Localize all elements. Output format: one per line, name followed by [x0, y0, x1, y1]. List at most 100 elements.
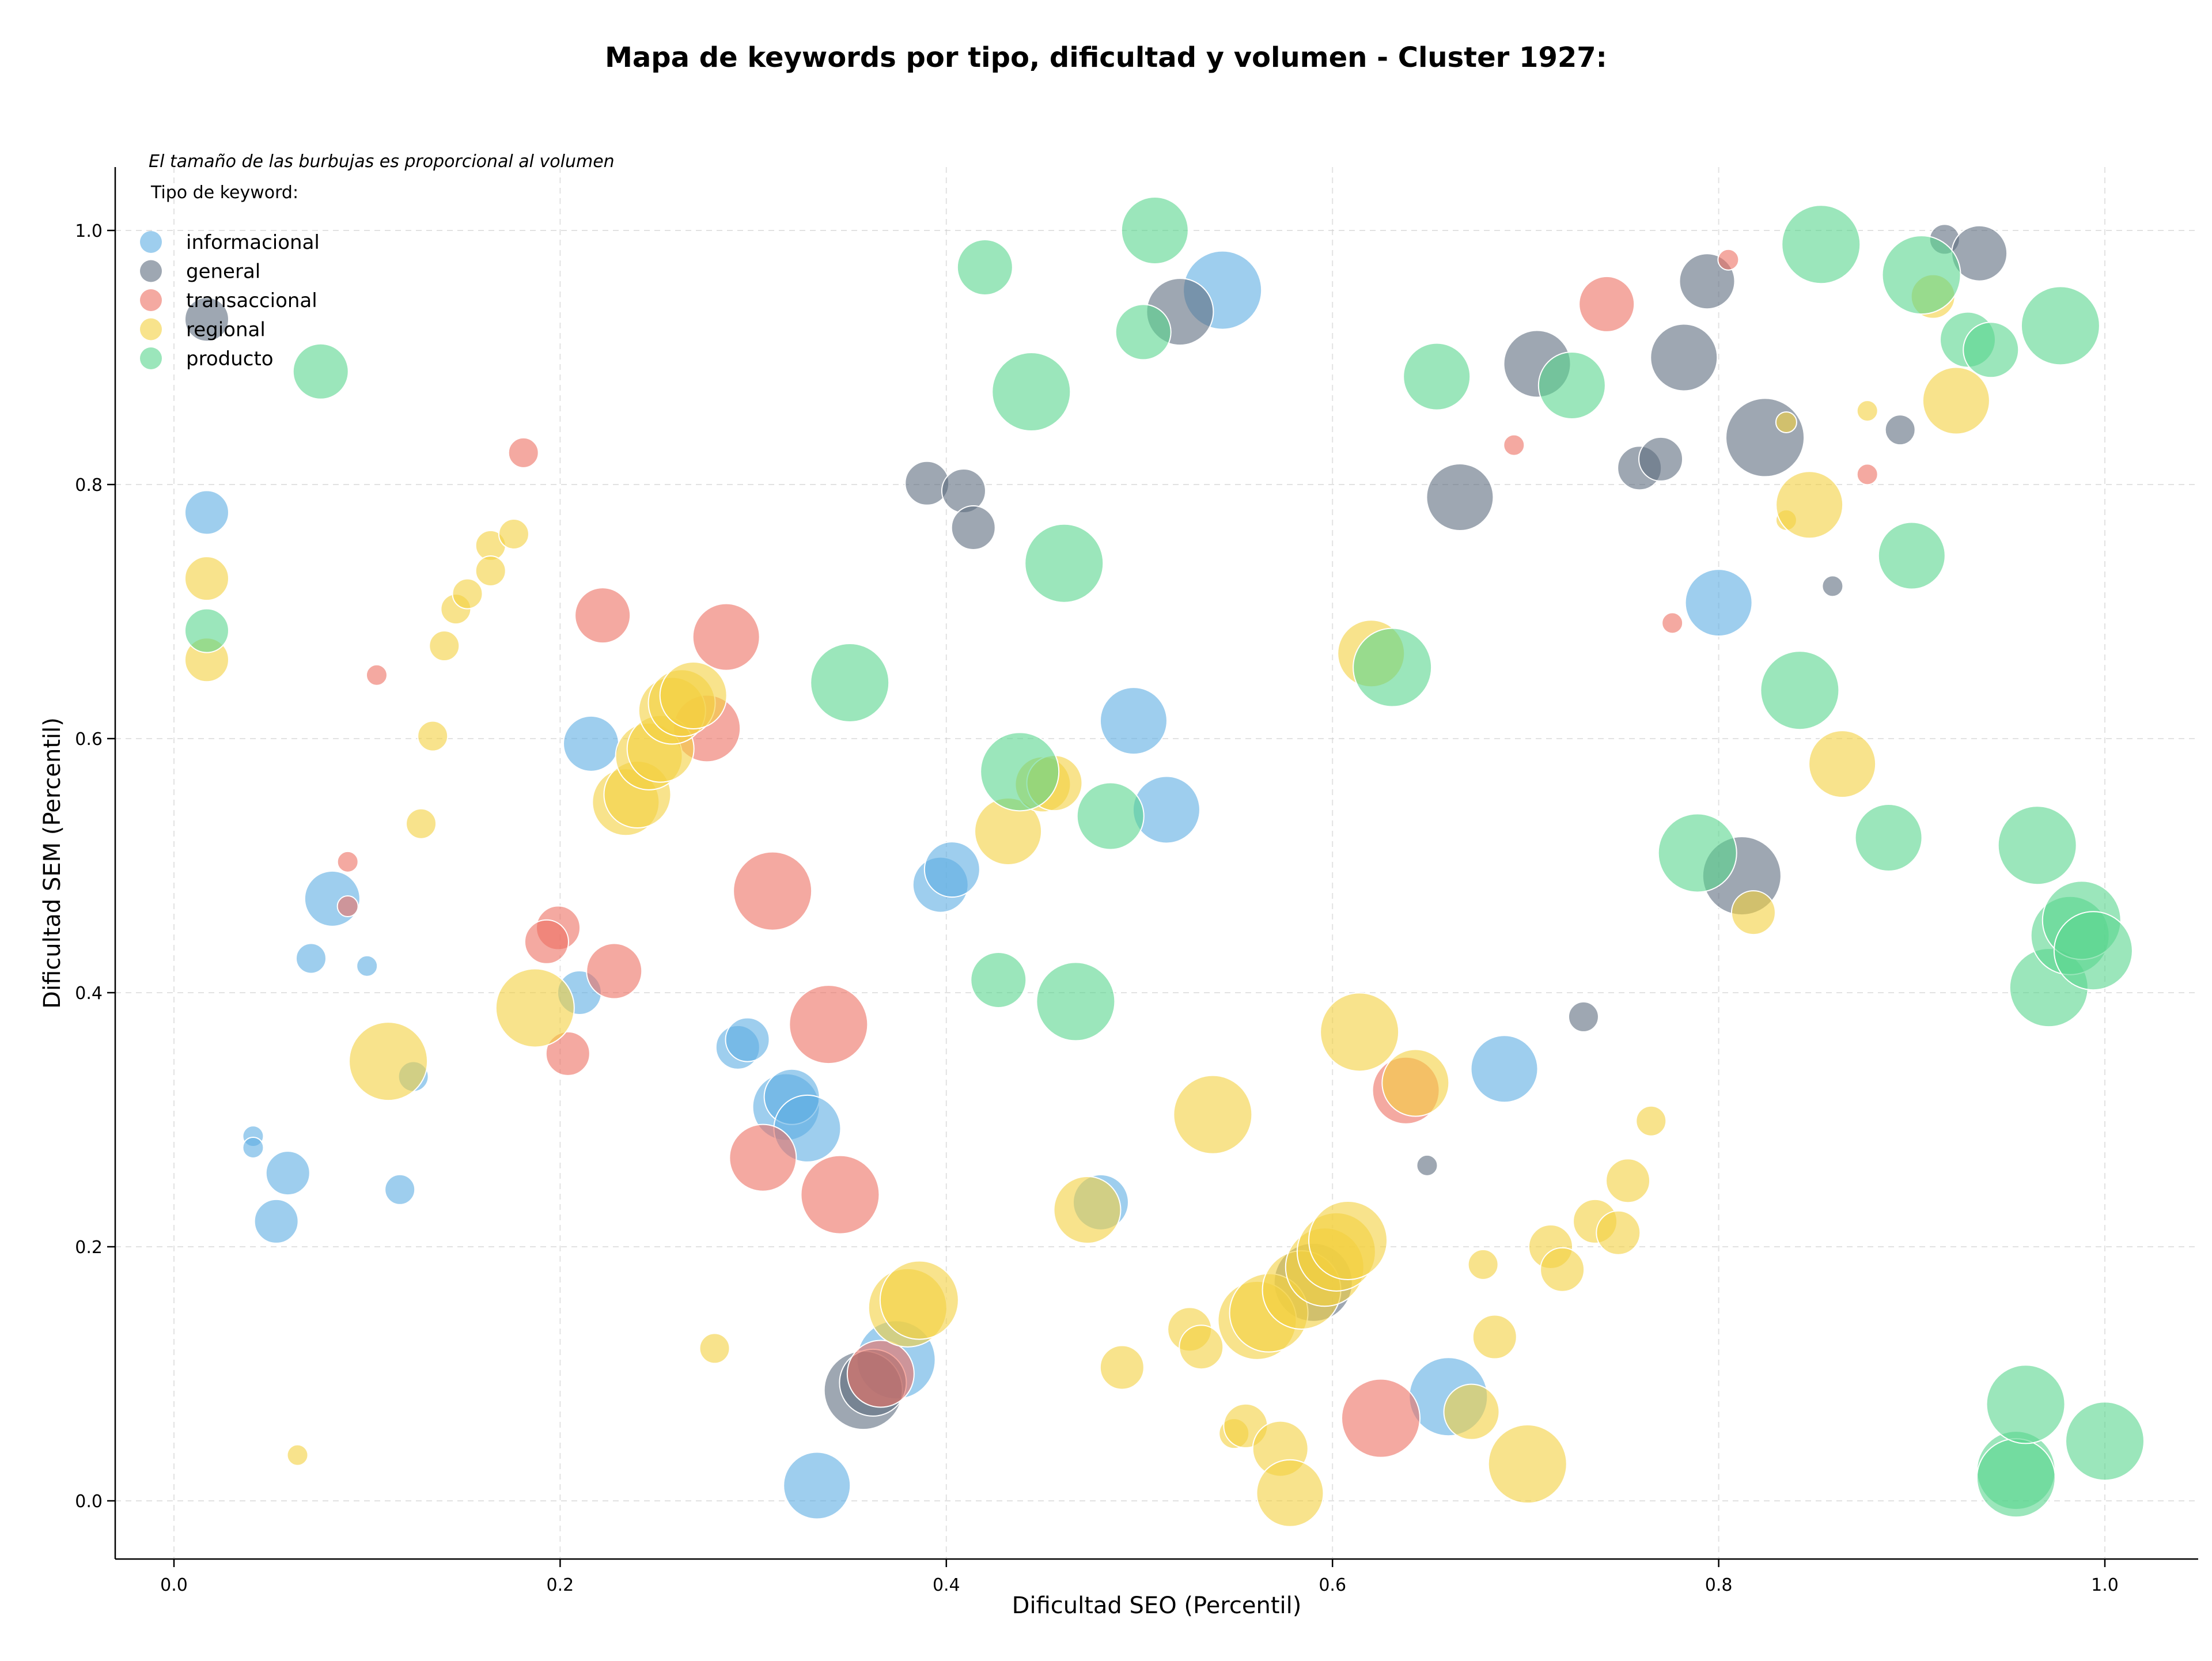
regional-bubble — [1775, 471, 1844, 539]
regional-bubble — [1308, 1200, 1388, 1280]
producto-bubble — [1854, 803, 1923, 872]
producto-bubble — [1076, 782, 1145, 850]
informacional-bubble — [184, 490, 229, 535]
regional-bubble — [417, 720, 449, 752]
x-tick-label: 0.0 — [160, 1575, 188, 1595]
regional-bubble — [452, 578, 483, 610]
x-axis-label: Dificultad SEO (Percentil) — [1012, 1592, 1302, 1619]
producto-bubble — [1115, 304, 1172, 361]
regional-bubble — [475, 555, 506, 587]
general-bubble — [904, 460, 950, 506]
regional-bubble — [1472, 1314, 1517, 1360]
legend-label-transaccional: transaccional — [186, 289, 317, 312]
regional-bubble — [184, 556, 229, 601]
y-tick-label: 0.0 — [75, 1492, 103, 1512]
producto-bubble — [1537, 351, 1606, 420]
general-bubble — [1416, 1154, 1438, 1176]
informacional-bubble — [563, 715, 620, 772]
regional-bubble — [1381, 1049, 1450, 1117]
transaccional-bubble — [846, 1340, 915, 1408]
regional-bubble — [1467, 1248, 1499, 1280]
transaccional-bubble — [789, 985, 869, 1065]
legend-label-producto: producto — [186, 347, 274, 370]
producto-bubble — [980, 732, 1060, 812]
producto-bubble — [1760, 650, 1840, 731]
general-bubble — [1650, 323, 1718, 392]
legend-marker-informacional — [140, 231, 162, 253]
regional-bubble — [429, 630, 460, 662]
transaccional-bubble — [1341, 1378, 1421, 1458]
regional-bubble — [1179, 1325, 1224, 1370]
informacional-bubble — [265, 1151, 310, 1196]
regional-bubble — [699, 1333, 730, 1364]
producto-bubble — [184, 608, 229, 653]
legend-title: Tipo de keyword: — [150, 183, 298, 203]
producto-bubble — [1353, 627, 1433, 707]
informacional-bubble — [725, 1017, 770, 1062]
transaccional-bubble — [365, 664, 388, 686]
legend-label-regional: regional — [186, 319, 266, 342]
transaccional-bubble — [800, 1155, 880, 1235]
producto-bubble — [292, 343, 349, 400]
regional-bubble — [498, 518, 529, 550]
transaccional-bubble — [1661, 612, 1684, 634]
general-bubble — [1567, 1001, 1599, 1032]
transaccional-bubble — [733, 851, 813, 931]
producto-bubble — [2020, 286, 2100, 366]
regional-bubble — [1320, 992, 1400, 1072]
general-bubble — [184, 297, 229, 342]
x-tick-label: 0.4 — [933, 1575, 960, 1595]
informacional-bubble — [1470, 1035, 1539, 1103]
regional-bubble — [1730, 890, 1776, 936]
regional-bubble — [659, 661, 728, 730]
informacional-bubble — [295, 943, 327, 974]
regional-bubble — [406, 808, 437, 839]
general-bubble — [1884, 414, 1916, 446]
producto-bubble — [1986, 1364, 2066, 1444]
regional-bubble — [1256, 1459, 1324, 1527]
transaccional-bubble — [574, 587, 631, 644]
regional-bubble — [1596, 1210, 1641, 1255]
informacional-bubble — [242, 1137, 264, 1159]
producto-bubble — [970, 951, 1027, 1008]
producto-bubble — [2065, 1401, 2145, 1481]
regional-bubble — [1775, 411, 1797, 433]
transaccional-bubble — [1578, 275, 1635, 332]
legend-label-informacional: informacional — [186, 231, 320, 254]
producto-bubble — [1036, 962, 1116, 1042]
transaccional-bubble — [1503, 434, 1525, 456]
y-tick-label: 1.0 — [75, 221, 103, 241]
regional-bubble — [1605, 1158, 1651, 1204]
transaccional-bubble — [1856, 463, 1878, 486]
legend-marker-general — [140, 260, 162, 282]
y-tick-label: 0.4 — [75, 983, 103, 1004]
regional-bubble — [349, 1021, 429, 1102]
axis-ticks: 0.0 0.2 0.4 0.6 0.8 1.0 0.0 0.2 0.4 0.6 0.8 1.0 — [75, 221, 2119, 1595]
legend: informacional general transaccional regiona… — [140, 231, 320, 370]
y-tick-label: 0.8 — [75, 475, 103, 495]
regional-bubble — [1856, 400, 1878, 422]
chart-title: Mapa de keywords por tipo, dificultad y … — [605, 41, 1607, 74]
regional-bubble — [1808, 730, 1877, 799]
x-tick-label: 0.6 — [1319, 1575, 1346, 1595]
transaccional-bubble — [692, 603, 760, 671]
x-tick-label: 1.0 — [2091, 1575, 2119, 1595]
regional-bubble — [879, 1260, 959, 1340]
producto-bubble — [1781, 205, 1861, 285]
transaccional-bubble — [336, 850, 359, 873]
informacional-bubble — [1099, 687, 1168, 755]
general-bubble — [1426, 463, 1494, 532]
transaccional-bubble — [545, 1031, 590, 1076]
transaccional-bubble — [524, 919, 569, 964]
regional-bubble — [286, 1444, 309, 1466]
producto-bubble — [1657, 813, 1737, 893]
bubble-layer — [184, 196, 2145, 1527]
producto-bubble — [1881, 235, 1961, 315]
producto-bubble — [1403, 342, 1471, 411]
y-tick-label: 0.6 — [75, 729, 103, 750]
general-bubble — [1725, 398, 1805, 478]
size-note: El tamaño de las burbujas es proporciona… — [149, 152, 615, 172]
regional-bubble — [1540, 1247, 1585, 1292]
informacional-bubble — [923, 841, 980, 898]
